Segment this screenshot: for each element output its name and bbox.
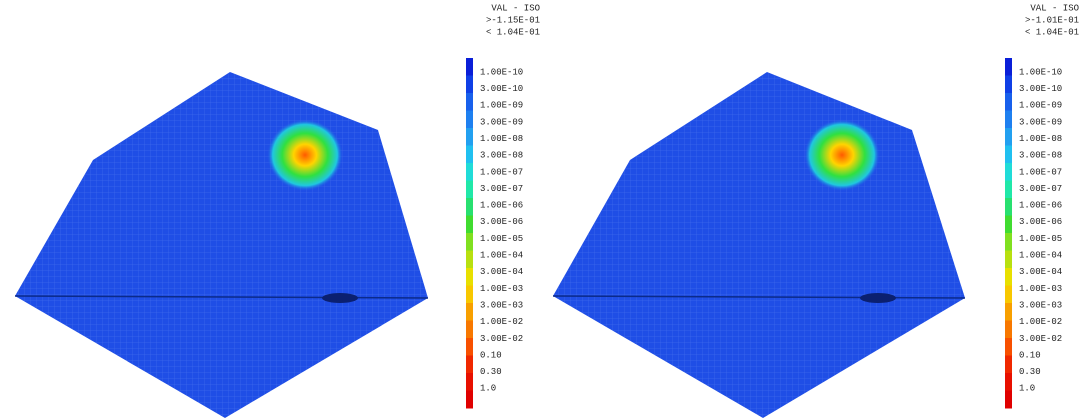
legend-label: 1.00E-04 [480, 251, 523, 261]
color-swatch [466, 58, 473, 76]
legend-label: 1.00E-05 [1019, 234, 1062, 244]
legend-label: 3.00E-10 [1019, 84, 1062, 94]
color-swatch [1005, 111, 1012, 129]
color-swatch [466, 251, 473, 269]
color-swatch [1005, 391, 1012, 409]
legend-label: 0.10 [480, 350, 502, 360]
color-swatch [466, 146, 473, 164]
color-swatch [466, 391, 473, 409]
legend-label: 1.00E-04 [1019, 251, 1062, 261]
legend-label: 1.00E-08 [1019, 134, 1062, 144]
color-swatch [466, 198, 473, 216]
legend-label: 1.0 [480, 384, 496, 394]
color-swatch [1005, 286, 1012, 304]
color-swatch [1005, 58, 1012, 76]
legend-label: 1.00E-05 [480, 234, 523, 244]
color-swatch [1005, 373, 1012, 391]
visualization: VAL - ISO >-1.15E-01 < 1.04E-01 1.00E-10 3.0… [0, 0, 1081, 419]
color-swatch [1005, 303, 1012, 321]
color-swatch [1005, 251, 1012, 269]
color-swatch [466, 111, 473, 129]
legend-label: 3.00E-08 [480, 151, 523, 161]
legend-label: 3.00E-08 [1019, 151, 1062, 161]
legend-label: 3.00E-09 [1019, 117, 1062, 127]
color-swatch [466, 356, 473, 374]
legend-header: >-1.15E-01 [486, 15, 540, 25]
color-swatch [466, 163, 473, 181]
legend-label: 1.00E-09 [1019, 101, 1062, 111]
color-swatch [466, 373, 473, 391]
color-swatch [466, 181, 473, 199]
legend-header: < 1.04E-01 [1025, 27, 1079, 37]
legend-label: 3.00E-03 [480, 300, 523, 310]
legend-label: 1.00E-10 [480, 67, 523, 77]
legend-label: 1.00E-02 [480, 317, 523, 327]
legend-label: 3.00E-02 [480, 334, 523, 344]
color-swatch [466, 303, 473, 321]
legend-label: 1.00E-06 [480, 201, 523, 211]
legend-label: 3.00E-07 [1019, 184, 1062, 194]
legend-label: 1.00E-08 [480, 134, 523, 144]
legend-label: 3.00E-02 [1019, 334, 1062, 344]
color-swatch [466, 233, 473, 251]
legend-header: VAL - ISO [491, 3, 540, 13]
color-swatch [466, 268, 473, 286]
color-swatch [466, 286, 473, 304]
legend-label: 1.00E-03 [480, 284, 523, 294]
legend-label: 1.00E-09 [480, 101, 523, 111]
color-swatch [1005, 181, 1012, 199]
color-swatch [1005, 198, 1012, 216]
color-swatch [1005, 356, 1012, 374]
legend-label: 3.00E-06 [480, 217, 523, 227]
legend-label: 1.00E-07 [1019, 167, 1062, 177]
legend-label: 1.00E-03 [1019, 284, 1062, 294]
legend-label: 3.00E-09 [480, 117, 523, 127]
color-swatch [1005, 338, 1012, 356]
legend-header: >-1.01E-01 [1025, 15, 1079, 25]
legend-label: 0.10 [1019, 350, 1041, 360]
legend-header: VAL - ISO [1030, 3, 1079, 13]
color-swatch [466, 216, 473, 234]
legend-label: 3.00E-07 [480, 184, 523, 194]
legend-label: 0.30 [1019, 367, 1041, 377]
color-swatch [1005, 128, 1012, 146]
legend-label: 3.00E-04 [480, 267, 523, 277]
legend-label: 1.0 [1019, 384, 1035, 394]
legend-label: 1.00E-06 [1019, 201, 1062, 211]
color-swatch [466, 76, 473, 94]
legend-label: 0.30 [480, 367, 502, 377]
mesh-left [15, 72, 428, 418]
color-swatch [1005, 76, 1012, 94]
color-swatch [466, 321, 473, 339]
color-swatch [466, 338, 473, 356]
mesh-right [553, 72, 965, 418]
legend-header: < 1.04E-01 [486, 27, 540, 37]
legend-label: 3.00E-06 [1019, 217, 1062, 227]
color-swatch [1005, 233, 1012, 251]
color-swatch [1005, 268, 1012, 286]
color-swatch [1005, 216, 1012, 234]
color-swatch [466, 93, 473, 111]
color-swatch [1005, 93, 1012, 111]
color-swatch [466, 128, 473, 146]
color-swatch [1005, 321, 1012, 339]
color-swatch [1005, 146, 1012, 164]
legend-label: 3.00E-03 [1019, 300, 1062, 310]
color-swatch [1005, 163, 1012, 181]
legend-label: 1.00E-02 [1019, 317, 1062, 327]
screenshot: VAL - ISO >-1.15E-01 < 1.04E-01 1.00E-10 3.0… [0, 0, 1081, 419]
legend-label: 3.00E-04 [1019, 267, 1062, 277]
legend-label: 3.00E-10 [480, 84, 523, 94]
legend-label: 1.00E-07 [480, 167, 523, 177]
legend-label: 1.00E-10 [1019, 67, 1062, 77]
